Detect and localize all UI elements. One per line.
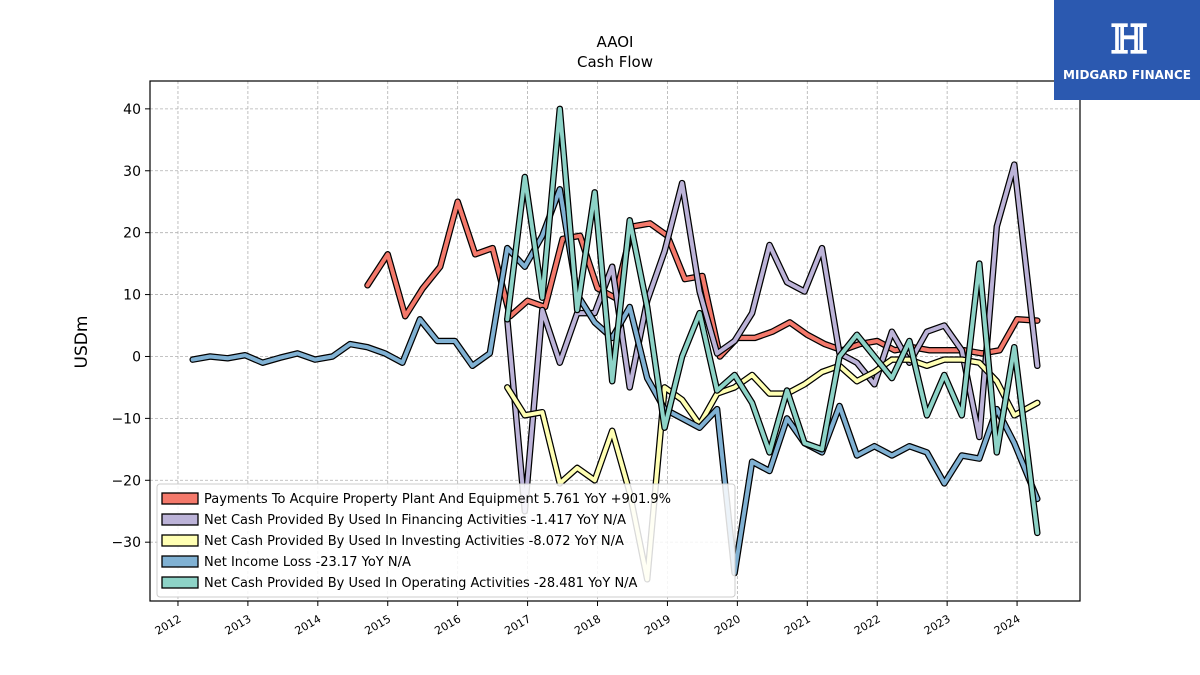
x-tick-label: 2015	[362, 612, 393, 637]
legend-swatch-1	[161, 492, 199, 505]
series-line-4	[190, 187, 1040, 576]
series-line-1	[365, 199, 1040, 359]
chart-title: AAOI	[597, 33, 634, 51]
x-tick-label: 2012	[153, 612, 184, 637]
grid	[150, 81, 1080, 601]
legend-swatch-3	[161, 534, 199, 547]
series-line-2	[505, 162, 1040, 514]
legend: Payments To Acquire Property Plant And E…	[156, 483, 736, 598]
series-line-5	[505, 106, 1040, 535]
plot-frame	[149, 80, 1081, 602]
legend-label-1: Payments To Acquire Property Plant And E…	[204, 492, 671, 507]
midgard-logo-icon: ℍ	[1110, 16, 1148, 63]
x-tick-label: 2018	[572, 612, 603, 637]
y-tick-label: 10	[123, 288, 141, 304]
x-tick-label: 2023	[922, 612, 953, 637]
x-ticks: 2012 2013 2014 2015 2016 2017 2018 2019 2020 2021…	[153, 601, 1023, 638]
x-tick-label: 2024	[992, 612, 1023, 637]
legend-label-3: Net Cash Provided By Used In Investing A…	[204, 534, 624, 549]
x-tick-label: 2021	[782, 612, 813, 637]
x-tick-label: 2020	[712, 612, 743, 637]
x-tick-label: 2017	[502, 612, 533, 637]
legend-swatch-2	[161, 513, 199, 526]
chart-subtitle: Cash Flow	[577, 53, 653, 71]
legend-swatch-4	[161, 555, 199, 568]
legend-label-4: Net Income Loss -23.17 YoY N/A	[204, 555, 411, 570]
y-tick-label: 0	[132, 349, 141, 365]
y-tick-label: −10	[111, 411, 141, 427]
x-tick-label: 2013	[223, 612, 254, 637]
legend-label-2: Net Cash Provided By Used In Financing A…	[204, 513, 626, 528]
y-tick-label: −20	[111, 473, 141, 489]
legend-swatch-5	[161, 576, 199, 589]
x-tick-label: 2016	[432, 612, 463, 637]
y-tick-label: 40	[123, 102, 141, 118]
y-ticks: −30 −20 −10 0 10 20 30 40	[111, 102, 150, 551]
series-layer	[189, 105, 1041, 583]
midgard-logo-watermark: ℍ MIDGARD FINANCE	[1054, 0, 1200, 100]
y-tick-label: −30	[111, 535, 141, 551]
y-tick-label: 20	[123, 226, 141, 242]
midgard-brand-name: MIDGARD FINANCE	[1063, 68, 1191, 82]
y-axis-label: USDm	[72, 316, 92, 369]
x-tick-label: 2022	[852, 612, 883, 637]
x-tick-label: 2014	[293, 612, 324, 637]
series-line-3	[505, 357, 1040, 582]
x-tick-label: 2019	[642, 612, 673, 637]
y-tick-label: 30	[123, 164, 141, 180]
legend-box	[156, 483, 736, 598]
legend-label-5: Net Cash Provided By Used In Operating A…	[204, 576, 638, 591]
